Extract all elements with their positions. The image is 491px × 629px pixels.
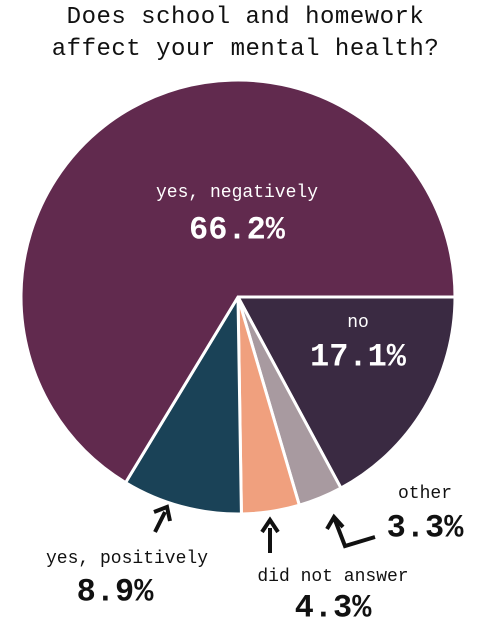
slice-label: other <box>398 484 452 504</box>
slice-label: yes, negatively <box>156 183 318 203</box>
pie-slice <box>235 295 457 491</box>
chart-title: Does school and homework affect your men… <box>51 4 440 63</box>
value-label: 17.1% <box>310 338 407 375</box>
pie-slice <box>19 78 457 485</box>
arrows <box>153 504 376 553</box>
slice-label: no <box>347 313 369 333</box>
value-label: 8.9% <box>77 573 155 610</box>
pie-slice <box>123 291 243 516</box>
value-label: 4.3% <box>295 589 373 626</box>
value-label: 3.3% <box>387 509 465 546</box>
slice-label: did not answer <box>257 567 408 587</box>
value-label: 66.2% <box>189 211 286 248</box>
slice-label: yes, positively <box>46 549 208 569</box>
